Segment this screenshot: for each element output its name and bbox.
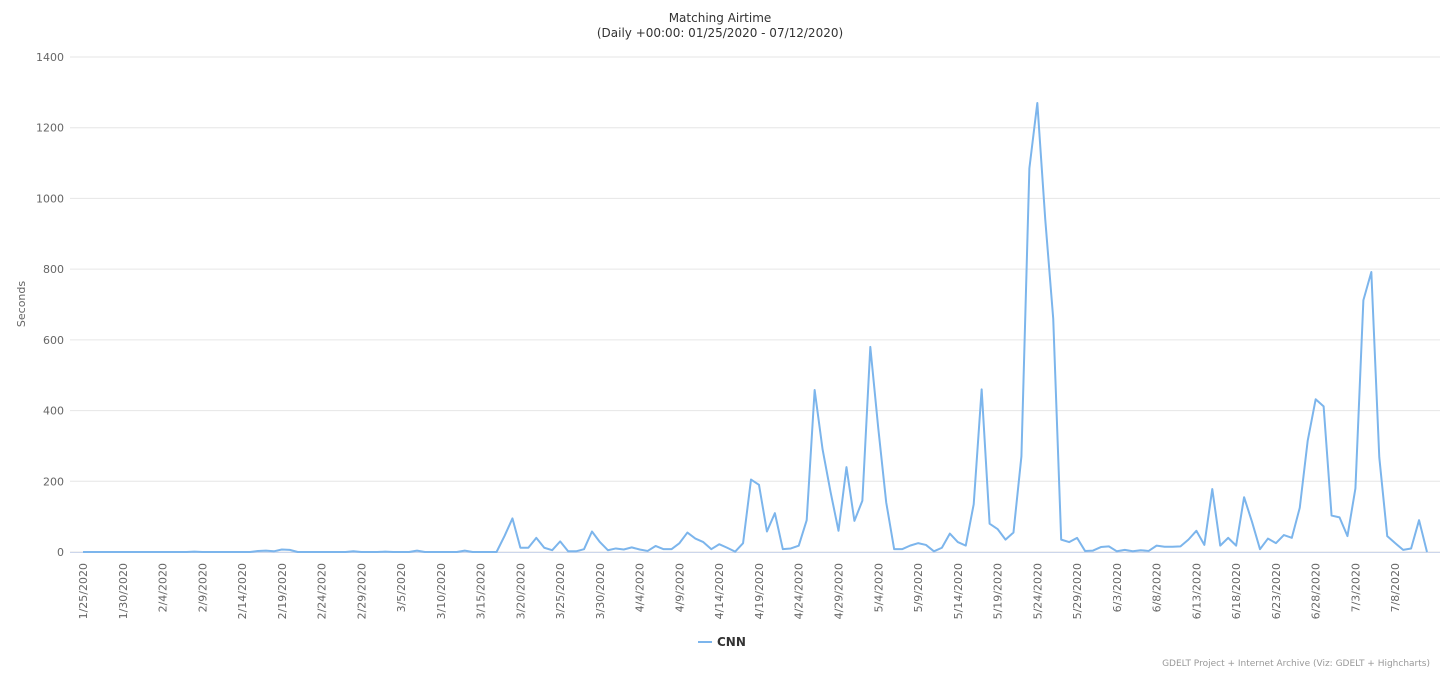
chart-title: Matching Airtime — [669, 11, 772, 25]
x-tick-label: 5/29/2020 — [1071, 563, 1084, 619]
x-tick-label: 6/23/2020 — [1270, 563, 1283, 619]
y-tick-label: 1400 — [36, 51, 64, 64]
x-tick-label: 6/8/2020 — [1151, 563, 1164, 612]
x-tick-label: 3/20/2020 — [514, 563, 527, 619]
x-tick-label: 2/19/2020 — [276, 563, 289, 619]
y-tick-label: 200 — [43, 475, 64, 488]
y-tick-label: 1200 — [36, 122, 64, 135]
x-tick-label: 5/9/2020 — [912, 563, 925, 612]
x-tick-label: 2/24/2020 — [316, 563, 329, 619]
x-tick-label: 6/13/2020 — [1190, 563, 1203, 619]
x-tick-label: 7/8/2020 — [1389, 563, 1402, 612]
y-tick-label: 0 — [57, 546, 64, 559]
chart-subtitle: (Daily +00:00: 01/25/2020 - 07/12/2020) — [597, 26, 843, 40]
x-tick-label: 6/28/2020 — [1310, 563, 1323, 619]
y-tick-label: 800 — [43, 263, 64, 276]
credit: GDELT Project + Internet Archive (Viz: G… — [1162, 659, 1430, 669]
x-tick-label: 2/9/2020 — [196, 563, 209, 612]
x-tick-label: 2/29/2020 — [355, 563, 368, 619]
x-tick-label: 3/15/2020 — [475, 563, 488, 619]
x-tick-label: 5/14/2020 — [952, 563, 965, 619]
x-tick-label: 3/25/2020 — [554, 563, 567, 619]
y-axis-label: Seconds — [15, 281, 28, 327]
x-tick-label: 1/25/2020 — [77, 563, 90, 619]
x-tick-label: 6/3/2020 — [1111, 563, 1124, 612]
x-tick-label: 7/3/2020 — [1349, 563, 1362, 612]
x-tick-label: 3/30/2020 — [594, 563, 607, 619]
x-tick-label: 3/10/2020 — [435, 563, 448, 619]
y-tick-label: 600 — [43, 334, 64, 347]
x-tick-label: 3/5/2020 — [395, 563, 408, 612]
x-tick-label: 4/4/2020 — [634, 563, 647, 612]
x-tick-label: 2/14/2020 — [236, 563, 249, 619]
series-line — [83, 101, 1428, 553]
x-tick-label: 6/18/2020 — [1230, 563, 1243, 619]
y-tick-label: 400 — [43, 405, 64, 418]
x-tick-label: 4/24/2020 — [793, 563, 806, 619]
x-tick-label: 1/30/2020 — [117, 563, 130, 619]
x-tick-label: 4/29/2020 — [833, 563, 846, 619]
x-tick-label: 4/14/2020 — [713, 563, 726, 619]
x-tick-label: 5/19/2020 — [992, 563, 1005, 619]
x-tick-label: 4/19/2020 — [753, 563, 766, 619]
x-tick-label: 2/4/2020 — [157, 563, 170, 612]
x-tick-label: 5/24/2020 — [1031, 563, 1044, 619]
y-tick-label: 1000 — [36, 192, 64, 205]
legend-label: CNN — [717, 635, 746, 649]
x-tick-label: 5/4/2020 — [872, 563, 885, 612]
x-tick-label: 4/9/2020 — [673, 563, 686, 612]
